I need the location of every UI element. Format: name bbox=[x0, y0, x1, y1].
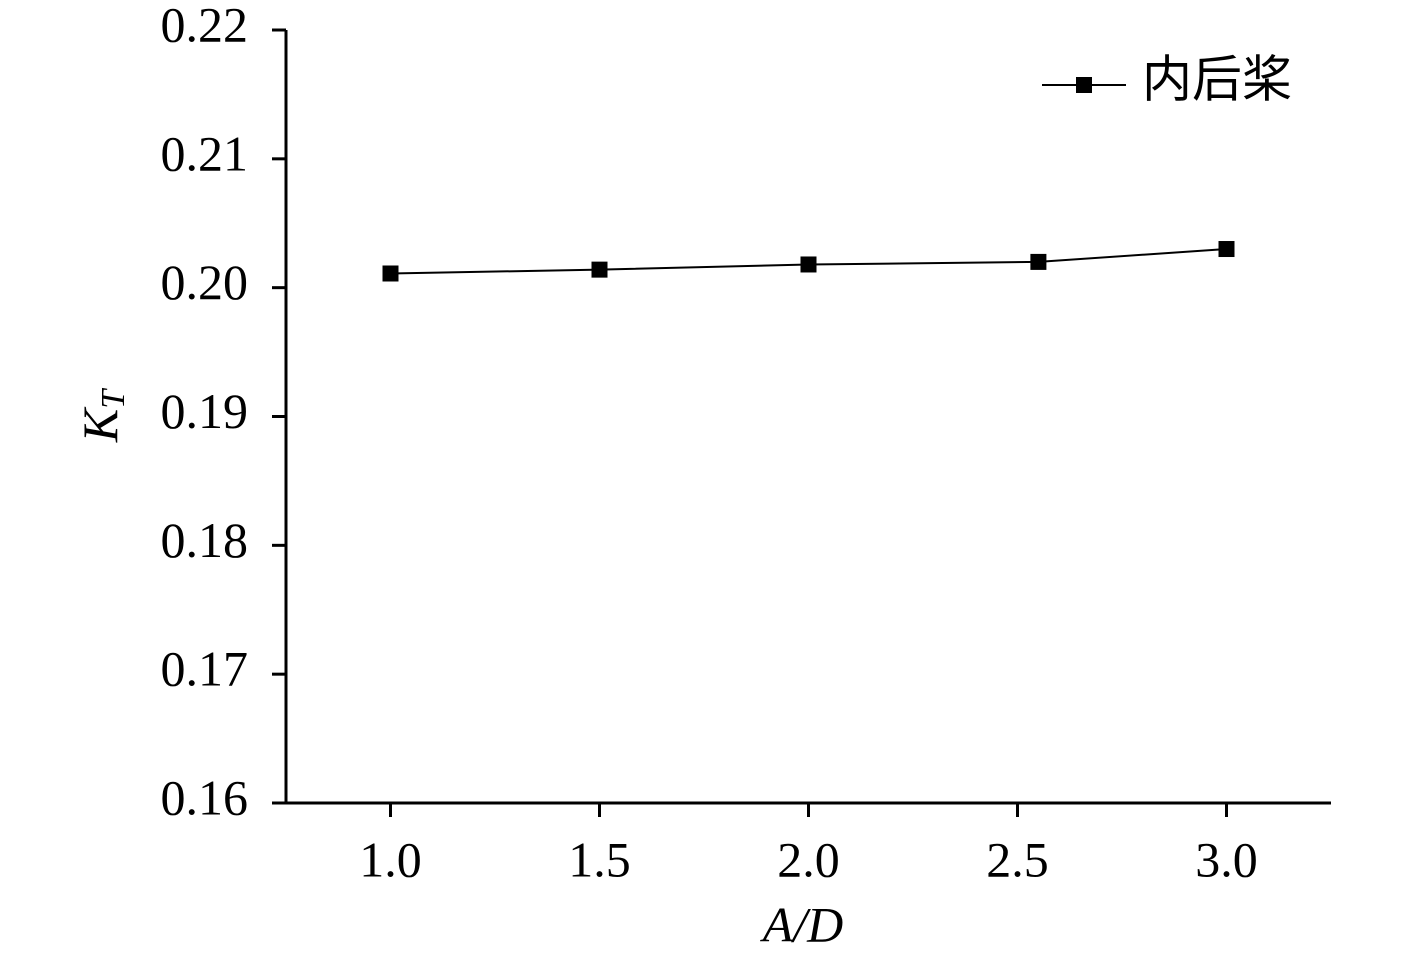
y-tick-label: 0.18 bbox=[161, 512, 249, 568]
y-tick-label: 0.20 bbox=[161, 254, 249, 310]
x-tick-label: 1.5 bbox=[568, 831, 631, 887]
y-axis-label-sub: T bbox=[95, 388, 132, 409]
y-axis-label-main: K bbox=[72, 406, 128, 443]
y-tick-label: 0.16 bbox=[161, 769, 249, 825]
y-tick-label: 0.19 bbox=[161, 383, 249, 439]
legend-label: 内后桨 bbox=[1142, 51, 1292, 107]
data-point bbox=[382, 265, 399, 282]
y-axis-label: KT bbox=[72, 388, 131, 443]
data-point bbox=[1218, 241, 1235, 258]
legend-marker bbox=[1076, 77, 1092, 93]
x-tick-label: 1.0 bbox=[359, 831, 422, 887]
x-tick-label: 2.0 bbox=[777, 831, 840, 887]
data-point bbox=[591, 261, 608, 278]
y-tick-label: 0.21 bbox=[161, 125, 249, 181]
x-tick-label: 3.0 bbox=[1195, 831, 1258, 887]
x-tick-label: 2.5 bbox=[986, 831, 1049, 887]
y-tick-label: 0.22 bbox=[161, 0, 249, 52]
y-tick-label: 0.17 bbox=[161, 641, 249, 697]
data-point bbox=[800, 256, 817, 273]
x-axis-label: A/D bbox=[760, 896, 844, 952]
data-point bbox=[1030, 253, 1047, 270]
